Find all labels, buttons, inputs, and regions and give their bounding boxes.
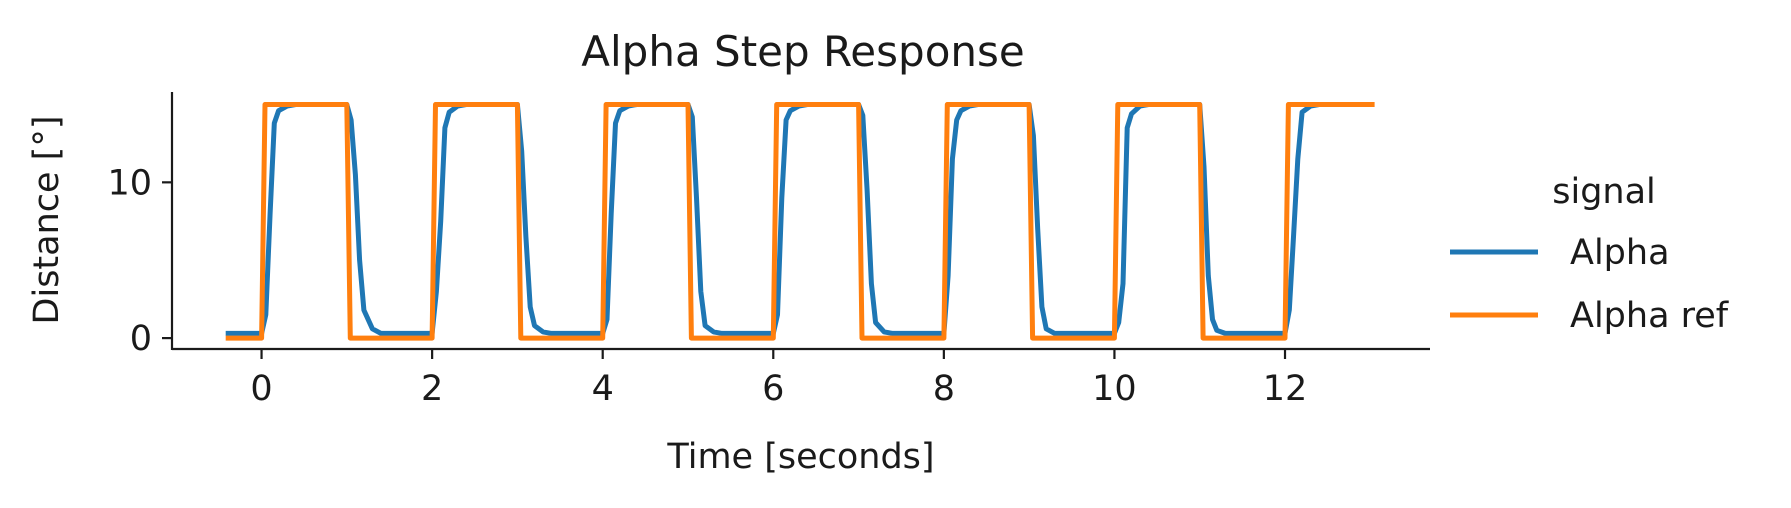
x-tick-label: 0	[250, 369, 272, 409]
y-ticks: 0 10	[107, 163, 172, 359]
y-tick-label: 10	[107, 163, 152, 203]
legend-item-alpha: Alpha	[1450, 233, 1670, 273]
chart-title: Alpha Step Response	[581, 27, 1024, 76]
x-ticks: 0 2 4 6 8 10 12	[250, 349, 1307, 409]
x-tick-label: 12	[1263, 369, 1308, 409]
x-axis-label: Time [seconds]	[666, 437, 934, 477]
series-line-alpha-ref	[225, 102, 1375, 341]
x-tick-label: 8	[933, 369, 955, 409]
legend-label-alpha: Alpha	[1570, 233, 1670, 273]
y-axis-label: Distance [°]	[27, 116, 67, 325]
legend-label-alpha-ref: Alpha ref	[1570, 296, 1729, 336]
legend-item-alpha-ref: Alpha ref	[1450, 296, 1729, 336]
series-layer	[225, 102, 1375, 341]
x-tick-label: 6	[762, 369, 784, 409]
y-tick-label: 0	[130, 319, 152, 359]
x-tick-label: 4	[592, 369, 614, 409]
x-tick-label: 10	[1092, 369, 1137, 409]
plot-area: 0 2 4 6 8 10 12 0 10	[107, 92, 1430, 409]
legend: signal Alpha Alpha ref	[1450, 172, 1729, 336]
legend-title: signal	[1552, 172, 1656, 212]
x-tick-label: 2	[421, 369, 443, 409]
series-line-alpha	[225, 102, 1337, 336]
